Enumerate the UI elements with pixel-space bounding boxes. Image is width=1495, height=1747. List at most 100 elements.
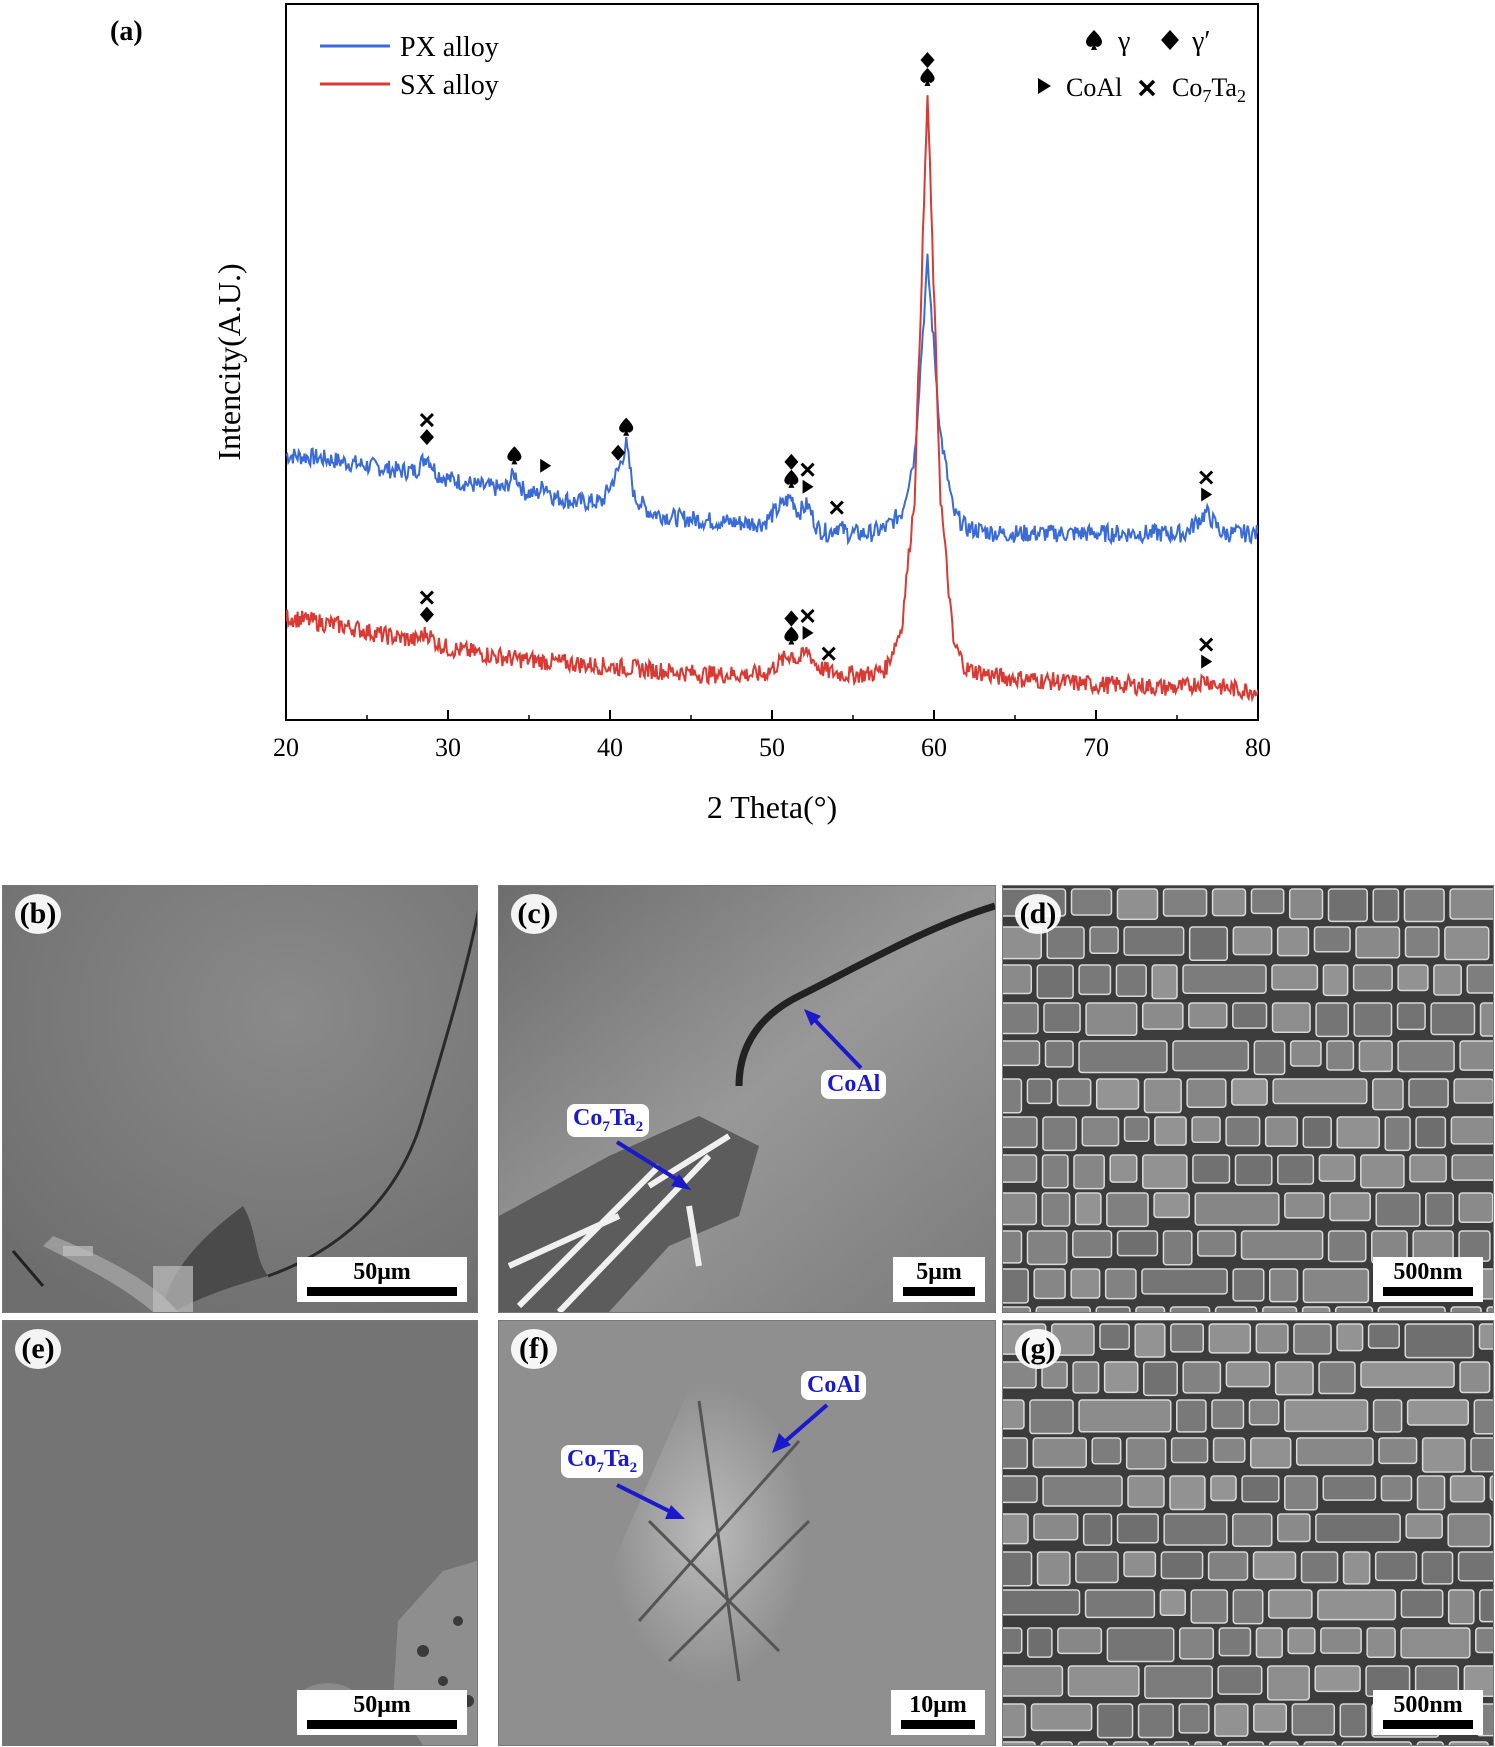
precipitate-cube xyxy=(1372,888,1400,923)
precipitate-cube xyxy=(1489,1475,1493,1501)
scalebar-c-bar xyxy=(903,1287,975,1296)
precipitate-cube xyxy=(1003,1513,1029,1545)
precipitate-cube xyxy=(1232,1002,1268,1029)
precipitate-cube xyxy=(1070,888,1113,916)
panel-label-d: (d) xyxy=(1015,894,1061,934)
scalebar-g: 500nm xyxy=(1373,1690,1483,1735)
micrograph-b: (b) 50μm xyxy=(2,885,478,1313)
precipitate-cube xyxy=(1081,1116,1120,1147)
marker-spade-icon xyxy=(507,446,522,465)
precipitate-cube xyxy=(1355,926,1401,959)
precipitate-cube xyxy=(1271,964,1319,991)
precipitate-cube xyxy=(1302,1116,1332,1149)
legend-cross-icon xyxy=(1138,79,1156,97)
marker-cross-icon xyxy=(821,646,836,661)
precipitate-cube xyxy=(1353,1002,1393,1037)
precipitate-cube xyxy=(1123,1551,1157,1578)
micrograph-d: (d) 500nm xyxy=(1002,885,1494,1313)
precipitate-cube xyxy=(1078,1040,1168,1074)
precipitate-cube xyxy=(1085,1002,1138,1037)
precipitate-cube xyxy=(1003,1399,1025,1430)
precipitate-cube xyxy=(1003,1551,1033,1587)
precipitate-cube xyxy=(1315,1513,1401,1543)
marker-cross-icon xyxy=(419,590,434,605)
precipitate-cube xyxy=(1261,1306,1298,1312)
marker-cross-icon xyxy=(419,413,434,428)
precipitate-cube xyxy=(1240,1230,1324,1260)
precipitate-cube xyxy=(1327,888,1368,923)
precipitate-cube xyxy=(1377,1306,1446,1312)
precipitate-cube xyxy=(1375,1192,1421,1228)
precipitate-cube xyxy=(1313,926,1351,953)
precipitate-cube xyxy=(1176,1399,1207,1433)
precipitate-cube xyxy=(1003,1002,1039,1035)
precipitate-cube xyxy=(1288,888,1324,920)
scalebar-e: 50μm xyxy=(297,1690,467,1735)
marker-cross-icon xyxy=(1199,637,1214,652)
precipitate-cube xyxy=(1210,1475,1237,1502)
precipitate-cube xyxy=(1267,1589,1313,1619)
precipitate-cube xyxy=(1143,1078,1182,1114)
precipitate-cube xyxy=(1453,1078,1493,1104)
marker-diamond-icon xyxy=(419,606,434,623)
precipitate-cube xyxy=(1234,1154,1273,1186)
legend-diamond-icon xyxy=(1161,30,1179,50)
precipitate-cube xyxy=(1380,1475,1413,1502)
precipitate-cube xyxy=(1475,1627,1493,1654)
arrow-coal-f xyxy=(772,1403,829,1453)
precipitate-cube xyxy=(1450,1306,1482,1312)
precipitate-cube xyxy=(1169,1306,1211,1312)
precipitate-cube xyxy=(1255,1323,1289,1354)
precipitate-cube xyxy=(1115,964,1147,997)
precipitate-cube xyxy=(1457,1551,1493,1582)
micrograph-d-image xyxy=(1003,886,1493,1312)
precipitate-cube xyxy=(1264,1116,1299,1148)
precipitate-cube xyxy=(1326,1040,1355,1071)
precipitate-cube xyxy=(1416,1741,1445,1745)
precipitate-cube xyxy=(1109,1154,1138,1183)
precipitate-cube xyxy=(1444,926,1490,961)
precipitate-cube xyxy=(1036,1551,1071,1586)
precipitate-cube xyxy=(1274,1361,1314,1396)
panel-label-e: (e) xyxy=(15,1329,61,1369)
precipitate-cube xyxy=(1329,1192,1371,1222)
precipitate-cube xyxy=(1073,1154,1105,1190)
legend-gamma-prime-label: γ′ xyxy=(1191,26,1211,57)
precipitate-cube xyxy=(1182,964,1267,994)
precipitate-cube xyxy=(1415,1116,1447,1149)
marker-spade-icon xyxy=(784,626,799,645)
precipitate-cube xyxy=(1003,1741,1036,1745)
precipitate-cube xyxy=(1003,1475,1038,1504)
precipitate-cube xyxy=(1127,1475,1165,1508)
precipitate-cube xyxy=(1072,1361,1100,1394)
panel-label-g: (g) xyxy=(1015,1329,1061,1369)
precipitate-cube xyxy=(1463,1665,1493,1697)
precipitate-cube xyxy=(1153,1192,1191,1219)
legend-triangle-icon xyxy=(1038,78,1051,94)
precipitate-cube xyxy=(1103,1361,1139,1394)
scalebar-d-bar xyxy=(1383,1287,1473,1296)
precipitate-cube xyxy=(1078,964,1112,996)
precipitate-cube xyxy=(1271,1002,1311,1033)
precipitate-cube xyxy=(1030,1703,1093,1732)
precipitate-cube xyxy=(1459,1361,1491,1394)
scalebar-b-text: 50μm xyxy=(353,1259,411,1285)
precipitate-cube xyxy=(1211,1399,1245,1430)
precipitate-cube xyxy=(1035,1306,1092,1312)
precipitate-cube xyxy=(1293,1323,1332,1355)
marker-triangle-icon xyxy=(802,479,814,494)
x-tick-label: 30 xyxy=(435,733,461,762)
precipitate-cube xyxy=(1397,964,1429,992)
precipitate-cube xyxy=(1172,1040,1250,1072)
precipitate-cube xyxy=(1295,1437,1374,1466)
precipitate-cube xyxy=(1096,1703,1134,1739)
precipitate-cube xyxy=(1421,1551,1454,1585)
precipitate-cube xyxy=(1277,1513,1311,1543)
x-tick-label: 20 xyxy=(273,733,299,762)
precipitate-cube xyxy=(1466,964,1493,994)
precipitate-cube xyxy=(1112,1741,1149,1745)
precipitate-cube xyxy=(1250,888,1285,915)
precipitate-cube xyxy=(1003,1078,1023,1114)
precipitate-cube xyxy=(1372,1078,1404,1111)
precipitate-cube xyxy=(1272,1078,1368,1105)
